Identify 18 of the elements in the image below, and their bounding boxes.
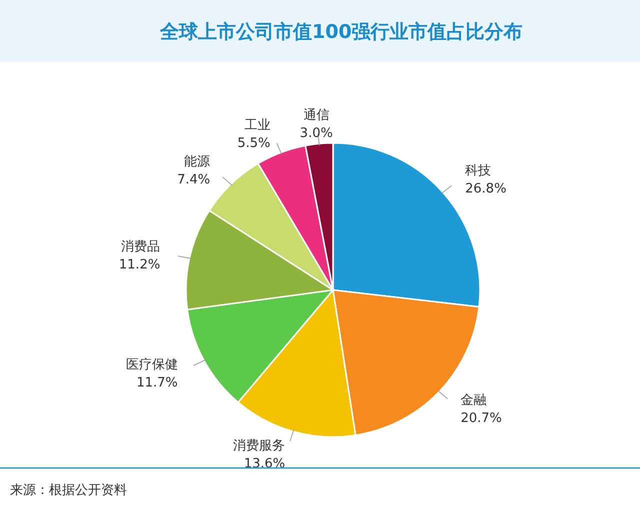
data-label: 20.7%	[460, 411, 502, 426]
data-label: 13.6%	[244, 456, 286, 472]
slice-label: 通信	[303, 108, 330, 123]
data-label: 7.4%	[177, 172, 210, 188]
slice-label: 金融	[460, 393, 487, 408]
data-label: 11.7%	[136, 375, 178, 390]
slice-label: 工业	[244, 118, 270, 133]
slice-label: 消费品	[121, 239, 160, 254]
slice-label: 能源	[184, 154, 210, 170]
data-label: 3.0%	[300, 126, 333, 141]
data-label: 11.2%	[118, 257, 160, 272]
slice-label: 消费服务	[233, 438, 286, 454]
chart-title: 全球上市公司市值100强行业市值占比分布	[159, 21, 523, 43]
source-note: 来源：根据公开资料	[10, 483, 127, 498]
slice-label: 医疗保健	[126, 357, 178, 372]
data-label: 26.8%	[465, 182, 506, 197]
data-label: 5.5%	[237, 136, 270, 151]
slice-label: 科技	[465, 164, 492, 179]
